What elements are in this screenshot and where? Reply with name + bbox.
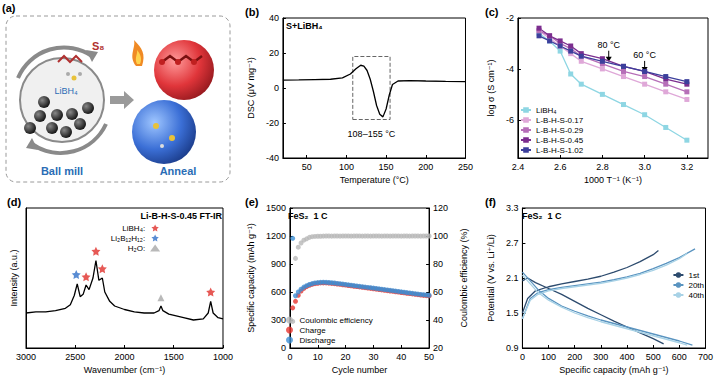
svg-text:50: 50 <box>302 162 312 172</box>
svg-text:0: 0 <box>520 352 525 362</box>
svg-text:900: 900 <box>271 259 286 269</box>
svg-text:120: 120 <box>433 203 448 213</box>
svg-text:Cycle number: Cycle number <box>332 365 388 375</box>
svg-text:20: 20 <box>269 48 279 58</box>
svg-text:20th: 20th <box>688 281 704 290</box>
svg-text:1.5: 1.5 <box>506 308 519 318</box>
svg-text:Charge: Charge <box>300 326 327 335</box>
svg-text:250: 250 <box>458 162 473 172</box>
svg-text:1500: 1500 <box>266 203 286 213</box>
svg-text:100: 100 <box>339 162 354 172</box>
svg-text:100: 100 <box>541 352 556 362</box>
svg-text:Li₂B₁₂H₁₂:: Li₂B₁₂H₁₂: <box>111 234 145 243</box>
svg-text:FeS₂ 1 C: FeS₂ 1 C <box>522 211 562 221</box>
svg-text:-6: -6 <box>506 115 514 125</box>
svg-text:108–155 °C: 108–155 °C <box>348 129 396 139</box>
svg-text:Ball mill: Ball mill <box>41 165 83 177</box>
svg-text:600: 600 <box>672 352 687 362</box>
svg-text:(a): (a) <box>2 2 16 14</box>
svg-text:80 °C: 80 °C <box>597 40 620 50</box>
svg-text:0: 0 <box>281 343 286 353</box>
svg-text:L-B-H-S-0.45: L-B-H-S-0.45 <box>536 136 584 145</box>
svg-text:500: 500 <box>646 352 661 362</box>
svg-text:700: 700 <box>698 352 713 362</box>
svg-text:3.2: 3.2 <box>681 162 694 172</box>
svg-text:S₈: S₈ <box>92 40 105 52</box>
svg-text:Specific capacity (mAh g⁻¹): Specific capacity (mAh g⁻¹) <box>246 223 256 332</box>
svg-text:20: 20 <box>341 352 351 362</box>
svg-text:L-B-H-S-1.02: L-B-H-S-1.02 <box>536 146 584 155</box>
svg-text:2.1: 2.1 <box>506 273 519 283</box>
svg-text:2.7: 2.7 <box>506 238 519 248</box>
svg-text:30: 30 <box>368 352 378 362</box>
svg-text:LiBH₄:: LiBH₄: <box>122 224 145 233</box>
svg-text:200: 200 <box>567 352 582 362</box>
svg-text:(d): (d) <box>7 196 21 208</box>
svg-text:-4: -4 <box>506 64 514 74</box>
svg-text:40: 40 <box>396 352 406 362</box>
svg-text:Li-B-H-S-0.45 FT-IR: Li-B-H-S-0.45 FT-IR <box>140 211 222 221</box>
svg-text:2000: 2000 <box>114 352 134 362</box>
svg-text:(e): (e) <box>245 196 259 208</box>
svg-text:40th: 40th <box>688 291 704 300</box>
svg-text:log σ (S cm⁻¹): log σ (S cm⁻¹) <box>486 60 496 117</box>
svg-text:-20: -20 <box>266 118 279 128</box>
svg-text:300: 300 <box>593 352 608 362</box>
svg-text:-2: -2 <box>506 13 514 23</box>
svg-text:Specific capacity (mAh g⁻¹): Specific capacity (mAh g⁻¹) <box>559 365 668 375</box>
svg-text:1500: 1500 <box>164 352 184 362</box>
svg-text:1000: 1000 <box>213 352 233 362</box>
svg-text:40: 40 <box>433 315 443 325</box>
svg-text:(c): (c) <box>485 6 499 18</box>
svg-text:300: 300 <box>271 315 286 325</box>
svg-text:1200: 1200 <box>266 231 286 241</box>
svg-text:-40: -40 <box>266 153 279 163</box>
svg-text:2.8: 2.8 <box>596 162 609 172</box>
svg-text:(b): (b) <box>245 6 259 18</box>
svg-text:1st: 1st <box>688 271 699 280</box>
svg-text:3000: 3000 <box>16 352 36 362</box>
svg-text:20: 20 <box>433 343 443 353</box>
svg-text:2.6: 2.6 <box>554 162 567 172</box>
svg-text:1000 T⁻¹ (K⁻¹): 1000 T⁻¹ (K⁻¹) <box>584 175 642 185</box>
svg-text:40: 40 <box>269 13 279 23</box>
svg-text:3.0: 3.0 <box>638 162 651 172</box>
svg-text:H₂O:: H₂O: <box>128 244 145 253</box>
svg-text:400: 400 <box>620 352 635 362</box>
svg-text:FeS₂ 1 C: FeS₂ 1 C <box>288 211 328 221</box>
svg-text:Intensity (a.u.): Intensity (a.u.) <box>9 249 19 306</box>
svg-text:Wavenumber (cm⁻¹): Wavenumber (cm⁻¹) <box>84 365 165 375</box>
svg-text:(f): (f) <box>485 196 496 208</box>
svg-text:100: 100 <box>433 231 448 241</box>
svg-text:60 °C: 60 °C <box>633 50 656 60</box>
svg-text:Discharge: Discharge <box>300 336 337 345</box>
svg-text:50: 50 <box>424 352 434 362</box>
svg-text:2.4: 2.4 <box>512 162 525 172</box>
svg-text:150: 150 <box>379 162 394 172</box>
svg-text:L-B-H-S-0.29: L-B-H-S-0.29 <box>536 126 584 135</box>
svg-text:80: 80 <box>433 259 443 269</box>
svg-text:L-B-H-S-0.17: L-B-H-S-0.17 <box>536 116 584 125</box>
svg-text:Anneal: Anneal <box>160 165 197 177</box>
svg-text:Coulombic efficiency: Coulombic efficiency <box>300 316 373 325</box>
svg-text:0.9: 0.9 <box>506 343 519 353</box>
svg-text:Temperature (°C): Temperature (°C) <box>340 175 409 185</box>
svg-text:DSC (μV mg⁻¹): DSC (μV mg⁻¹) <box>246 57 256 118</box>
svg-text:0: 0 <box>287 352 292 362</box>
svg-text:S+LiBH₄: S+LiBH₄ <box>286 21 323 31</box>
svg-text:2500: 2500 <box>65 352 85 362</box>
svg-text:200: 200 <box>418 162 433 172</box>
svg-text:10: 10 <box>313 352 323 362</box>
svg-text:0: 0 <box>274 83 279 93</box>
svg-text:LiBH₄: LiBH₄ <box>54 86 78 96</box>
svg-text:3.3: 3.3 <box>506 203 519 213</box>
svg-text:LiBH₄: LiBH₄ <box>536 106 557 115</box>
svg-text:60: 60 <box>433 287 443 297</box>
svg-text:Coulombic efficiency (%): Coulombic efficiency (%) <box>459 229 469 328</box>
svg-text:Potential (V vs. Li⁺/Li): Potential (V vs. Li⁺/Li) <box>486 234 496 321</box>
svg-text:600: 600 <box>271 287 286 297</box>
